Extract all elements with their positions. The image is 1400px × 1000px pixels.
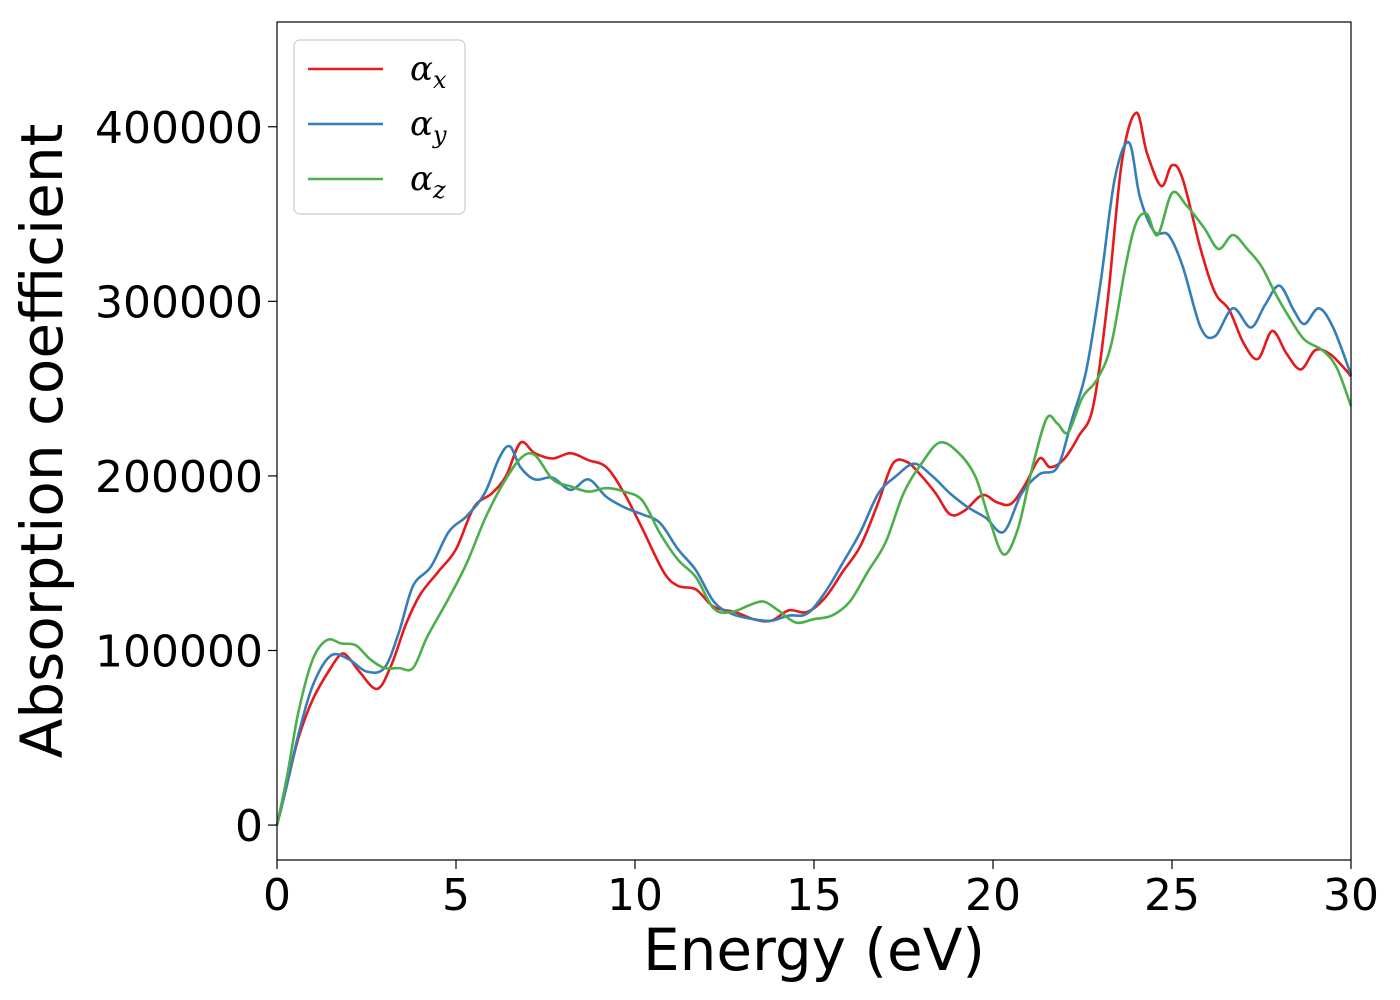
y-tick-label: 100000 (95, 627, 263, 678)
legend-label-z: αz (410, 159, 446, 204)
legend-label-x: αx (410, 49, 447, 94)
x-tick-label: 10 (607, 870, 663, 921)
y-tick-label: 200000 (95, 452, 263, 503)
legend-symbol: α (410, 104, 433, 144)
x-tick-label: 5 (442, 870, 470, 921)
x-tick-label: 30 (1323, 870, 1379, 921)
legend-label-y: αy (410, 104, 447, 149)
series-line-y (275, 140, 1353, 826)
legend-frame (293, 39, 466, 215)
y-tick-label: 400000 (95, 103, 263, 154)
legend-subscript: z (432, 176, 446, 204)
x-axis: 0 5 10 15 20 25 30 (263, 860, 1379, 921)
y-tick-label: 300000 (95, 277, 263, 328)
legend-subscript: x (433, 66, 447, 94)
series-line-z (275, 190, 1353, 826)
x-tick-label: 25 (1144, 870, 1200, 921)
x-axis-title: Energy (eV) (643, 916, 985, 984)
series-layer (275, 111, 1353, 826)
x-tick-label: 20 (965, 870, 1021, 921)
legend-symbol: α (410, 159, 433, 199)
legend-subscript: y (432, 121, 447, 149)
x-tick-label: 0 (263, 870, 291, 921)
legend-symbol: α (410, 49, 433, 89)
y-tick-label: 0 (235, 801, 263, 852)
y-axis-title: Absorption coefficient (8, 124, 76, 759)
y-axis: 0 100000 200000 300000 400000 (95, 103, 277, 852)
x-tick-label: 15 (786, 870, 842, 921)
series-line-x (275, 111, 1353, 826)
